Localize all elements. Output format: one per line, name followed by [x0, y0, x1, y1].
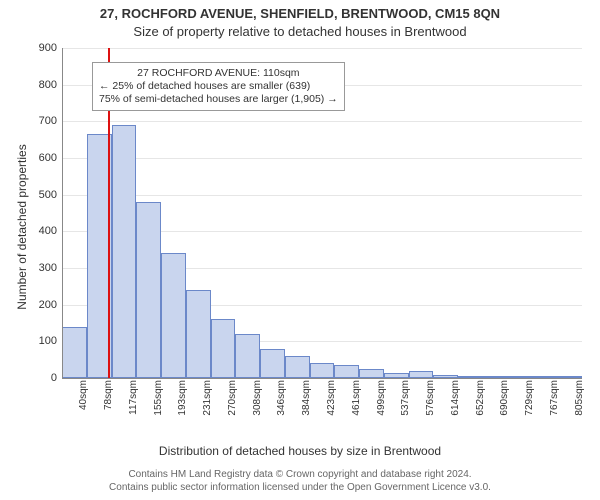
footer-line2: Contains public sector information licen… [0, 482, 600, 495]
histogram-bar [260, 349, 285, 378]
histogram-bar [235, 334, 260, 378]
x-tick-label: 614sqm [450, 380, 461, 430]
x-tick-label: 78sqm [103, 380, 114, 430]
annotation-line: 75% of semi-detached houses are larger (… [99, 93, 338, 106]
x-tick-label: 423sqm [326, 380, 337, 430]
x-tick-label: 767sqm [549, 380, 560, 430]
x-tick-label: 40sqm [78, 380, 89, 430]
x-tick-label: 537sqm [400, 380, 411, 430]
plot-area: 010020030040050060070080090040sqm78sqm11… [62, 48, 582, 378]
histogram-bar [136, 202, 161, 378]
x-tick-label: 499sqm [376, 380, 387, 430]
histogram-bar [359, 369, 384, 378]
x-axis-line [62, 378, 582, 379]
histogram-bar [334, 365, 359, 378]
histogram-bar [211, 319, 236, 378]
x-tick-label: 308sqm [252, 380, 263, 430]
histogram-bar [409, 371, 434, 378]
x-tick-label: 461sqm [351, 380, 362, 430]
histogram-bar [310, 363, 335, 378]
chart-title-line2: Size of property relative to detached ho… [0, 24, 600, 39]
annotation-line: 27 ROCHFORD AVENUE: 110sqm [99, 67, 338, 80]
y-tick-label: 800 [22, 79, 57, 91]
x-tick-label: 155sqm [153, 380, 164, 430]
y-tick-label: 900 [22, 42, 57, 54]
y-tick-label: 100 [22, 335, 57, 347]
grid-line [62, 195, 582, 196]
histogram-bar [161, 253, 186, 378]
footer-line1: Contains HM Land Registry data © Crown c… [0, 469, 600, 482]
y-tick-label: 200 [22, 299, 57, 311]
histogram-bar [285, 356, 310, 378]
x-tick-label: 231sqm [202, 380, 213, 430]
footer-attribution: Contains HM Land Registry data © Crown c… [0, 469, 600, 494]
x-tick-label: 346sqm [276, 380, 287, 430]
x-tick-label: 805sqm [574, 380, 585, 430]
y-tick-label: 300 [22, 262, 57, 274]
x-tick-label: 652sqm [475, 380, 486, 430]
x-tick-label: 729sqm [524, 380, 535, 430]
x-axis-label: Distribution of detached houses by size … [0, 444, 600, 458]
x-tick-label: 117sqm [128, 380, 139, 430]
histogram-bar [186, 290, 211, 378]
x-tick-label: 193sqm [177, 380, 188, 430]
y-axis-line [62, 48, 63, 378]
histogram-bar [62, 327, 87, 378]
grid-line [62, 158, 582, 159]
chart-title-line1: 27, ROCHFORD AVENUE, SHENFIELD, BRENTWOO… [0, 6, 600, 21]
annotation-box: 27 ROCHFORD AVENUE: 110sqm← 25% of detac… [92, 62, 345, 111]
x-tick-label: 384sqm [301, 380, 312, 430]
y-tick-label: 0 [22, 372, 57, 384]
x-tick-label: 576sqm [425, 380, 436, 430]
y-tick-label: 600 [22, 152, 57, 164]
grid-line [62, 121, 582, 122]
y-tick-label: 700 [22, 115, 57, 127]
x-tick-label: 690sqm [499, 380, 510, 430]
y-tick-label: 500 [22, 189, 57, 201]
annotation-line: ← 25% of detached houses are smaller (63… [99, 80, 338, 93]
histogram-bar [112, 125, 137, 378]
x-tick-label: 270sqm [227, 380, 238, 430]
grid-line [62, 48, 582, 49]
y-tick-label: 400 [22, 225, 57, 237]
